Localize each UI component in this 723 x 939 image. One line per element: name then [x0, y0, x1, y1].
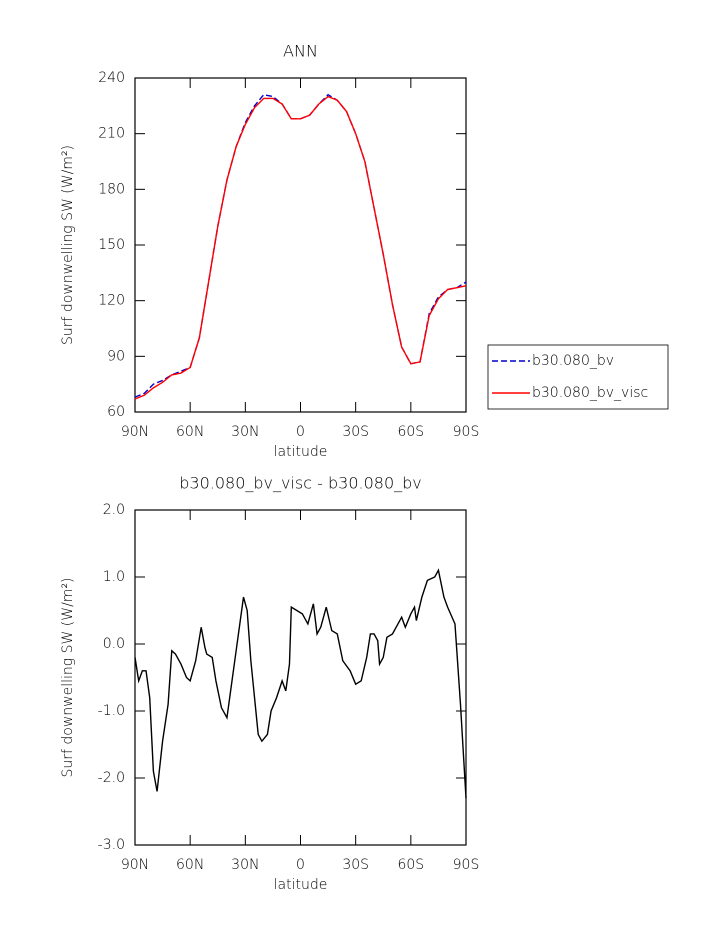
x-axis-label: latitude [274, 877, 328, 893]
legend-label: b30.080_bv_visc [532, 385, 648, 401]
y-tick-label: -2.0 [98, 770, 125, 786]
x-tick-label: 90N [121, 424, 149, 440]
y-tick-label: -3.0 [98, 837, 125, 853]
x-tick-label: 60N [176, 424, 204, 440]
y-axis-label: Surf downwelling SW (W/m²) [60, 577, 76, 777]
y-tick-label: 150 [98, 237, 125, 253]
x-tick-label: 60S [397, 424, 424, 440]
x-tick-label: 30S [342, 857, 369, 873]
x-tick-label: 30N [231, 424, 259, 440]
x-tick-label: 60S [397, 857, 424, 873]
x-tick-label: 30N [231, 857, 259, 873]
y-tick-label: 120 [98, 293, 125, 309]
y-tick-label: -1.0 [98, 703, 125, 719]
y-tick-label: 2.0 [103, 502, 125, 518]
y-tick-label: 240 [98, 70, 125, 86]
y-tick-label: 210 [98, 126, 125, 142]
y-tick-label: 60 [107, 404, 125, 420]
series-line [134, 568, 467, 799]
x-tick-label: 90S [453, 857, 480, 873]
y-tick-label: 180 [98, 181, 125, 197]
x-axis-label: latitude [274, 444, 328, 460]
x-tick-label: 90S [453, 424, 480, 440]
y-tick-label: 0.0 [103, 636, 125, 652]
x-tick-label: 0 [296, 424, 305, 440]
x-tick-label: 90N [121, 857, 149, 873]
x-tick-label: 30S [342, 424, 369, 440]
plot-frame [134, 77, 467, 413]
series-line [134, 95, 467, 400]
series-line [134, 93, 467, 398]
legend-label: b30.080_bv [532, 353, 614, 369]
y-axis-label: Surf downwelling SW (W/m²) [60, 145, 76, 345]
x-tick-label: 60N [176, 857, 204, 873]
y-tick-label: 90 [107, 348, 125, 364]
chart-title: b30.080_bv_visc - b30.080_bv [179, 474, 422, 493]
legend-box [487, 344, 669, 410]
plot-frame [134, 509, 467, 846]
x-tick-label: 0 [296, 857, 305, 873]
chart-title: ANN [283, 42, 318, 61]
y-tick-label: 1.0 [103, 569, 125, 585]
